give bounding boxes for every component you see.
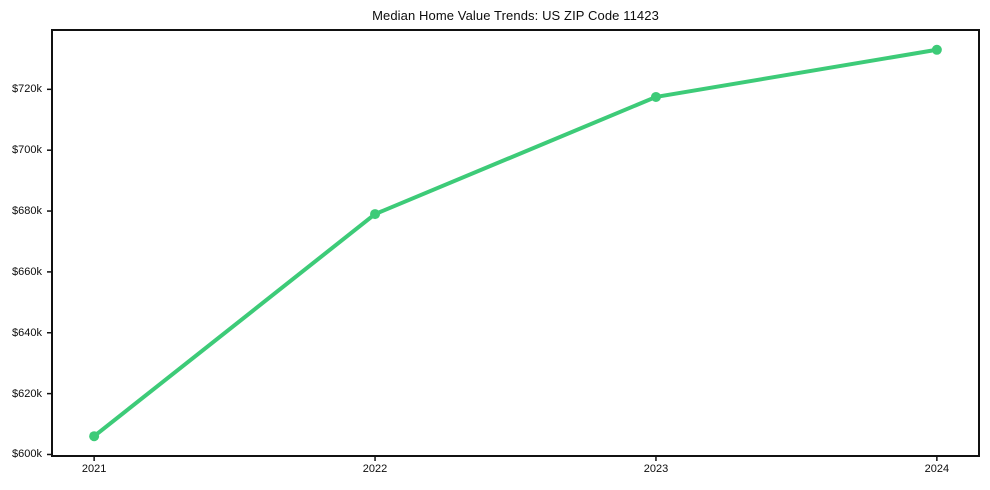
x-tick-label: 2022 bbox=[362, 463, 388, 475]
y-tick-label: $600k bbox=[12, 448, 42, 461]
chart-title: Median Home Value Trends: US ZIP Code 11… bbox=[372, 8, 659, 23]
y-tick-label: $700k bbox=[12, 144, 42, 157]
y-tick-label: $720k bbox=[12, 83, 42, 96]
y-tick-label: $660k bbox=[12, 265, 42, 278]
data-point-marker bbox=[370, 209, 381, 220]
x-tick-label: 2023 bbox=[643, 463, 669, 475]
y-tick-label: $620k bbox=[12, 387, 42, 400]
trend-line bbox=[92, 47, 939, 439]
x-tick-label: 2021 bbox=[81, 463, 107, 475]
plot-border bbox=[51, 29, 980, 457]
y-tick-label: $640k bbox=[12, 326, 42, 339]
x-tick-label: 2024 bbox=[924, 463, 950, 475]
data-point-marker bbox=[650, 91, 661, 102]
data-point-marker bbox=[89, 431, 100, 442]
data-point-marker bbox=[931, 44, 942, 55]
y-tick-label: $680k bbox=[12, 205, 42, 218]
